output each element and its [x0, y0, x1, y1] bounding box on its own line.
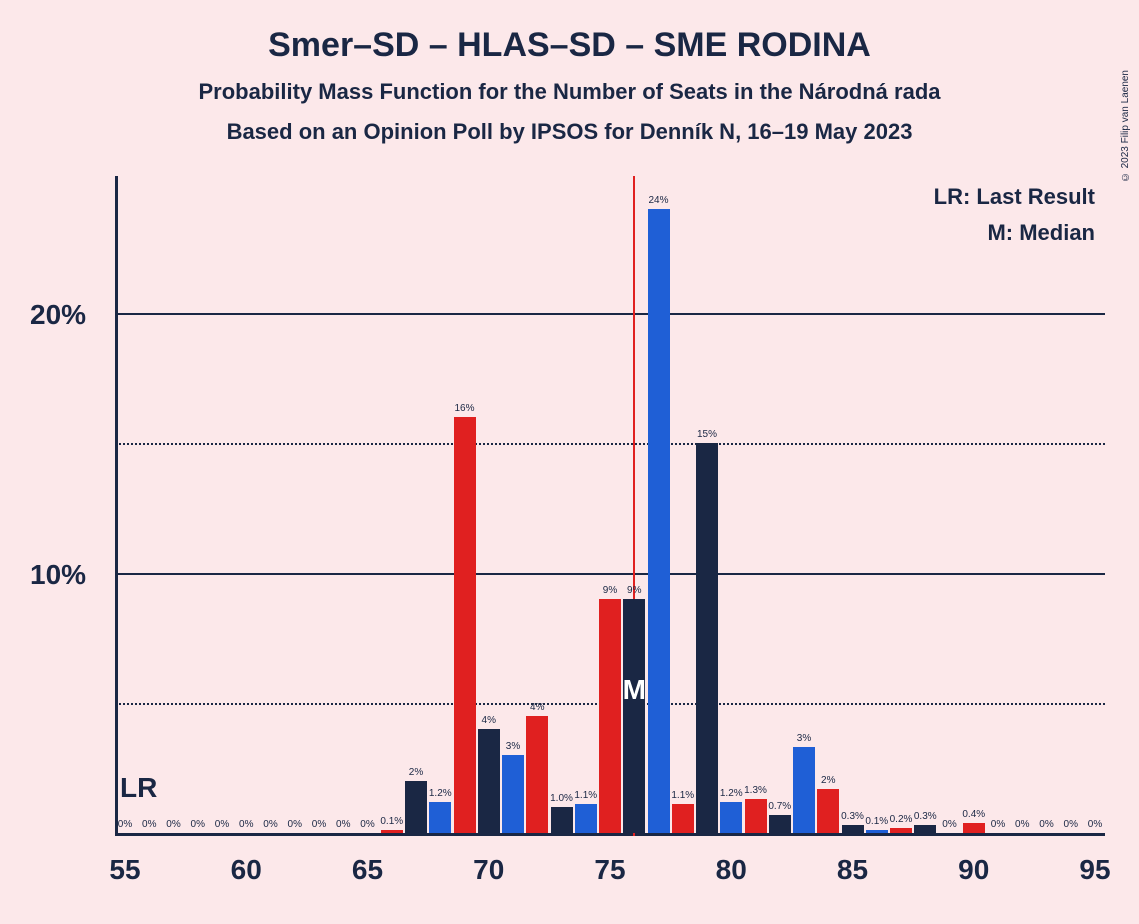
bar [963, 823, 985, 833]
bar [720, 802, 742, 833]
bar [866, 830, 888, 833]
bar [817, 789, 839, 833]
legend-lr: LR: Last Result [934, 184, 1095, 210]
bar-value-label: 0% [336, 819, 350, 830]
bar-value-label: 1.2% [429, 788, 452, 799]
x-axis [115, 833, 1105, 836]
bar-value-label: 15% [697, 429, 717, 440]
gridline [115, 573, 1105, 575]
bar [890, 828, 912, 833]
bar [793, 747, 815, 833]
x-tick-label: 85 [837, 854, 868, 886]
bar [429, 802, 451, 833]
bar-value-label: 3% [506, 741, 520, 752]
bar [454, 417, 476, 833]
bar [575, 804, 597, 833]
plot-area: LR: Last Result M: Median 10%20%55606570… [115, 176, 1105, 836]
x-tick-label: 55 [109, 854, 140, 886]
x-tick-label: 75 [594, 854, 625, 886]
bar-value-label: 3% [797, 733, 811, 744]
bar-value-label: 0% [191, 819, 205, 830]
x-tick-label: 65 [352, 854, 383, 886]
bar [526, 716, 548, 833]
bar-value-label: 16% [454, 403, 474, 414]
x-tick-label: 95 [1079, 854, 1110, 886]
bar [381, 830, 403, 833]
bar-value-label: 0.2% [890, 814, 913, 825]
bar-value-label: 4% [530, 702, 544, 713]
pmf-chart: LR: Last Result M: Median 10%20%55606570… [115, 176, 1105, 836]
x-tick-label: 80 [716, 854, 747, 886]
bar-value-label: 1.1% [574, 790, 597, 801]
chart-title: Smer–SD – HLAS–SD – SME RODINA [0, 0, 1139, 65]
bar-value-label: 0.4% [962, 809, 985, 820]
bar-value-label: 1.1% [671, 790, 694, 801]
bar-value-label: 0% [942, 819, 956, 830]
credit-text: © 2023 Filip van Laenen [1120, 70, 1131, 182]
bar [842, 825, 864, 833]
bar-value-label: 0% [1088, 819, 1102, 830]
bar-value-label: 0.3% [841, 811, 864, 822]
bar-value-label: 0.3% [914, 811, 937, 822]
bar [648, 209, 670, 833]
x-tick-label: 70 [473, 854, 504, 886]
bar-value-label: 0% [360, 819, 374, 830]
bar-value-label: 0% [1064, 819, 1078, 830]
bar-value-label: 0.1% [865, 816, 888, 827]
bar-value-label: 0.7% [768, 801, 791, 812]
bar-value-label: 2% [409, 767, 423, 778]
gridline [115, 313, 1105, 315]
median-marker: M [623, 674, 646, 706]
bar-value-label: 0% [991, 819, 1005, 830]
bar-value-label: 0% [263, 819, 277, 830]
x-tick-label: 60 [231, 854, 262, 886]
legend: LR: Last Result M: Median [934, 184, 1095, 256]
gridline-minor [115, 443, 1105, 445]
bar-value-label: 1.0% [550, 793, 573, 804]
bar-value-label: 0% [215, 819, 229, 830]
chart-subtitle-1: Probability Mass Function for the Number… [0, 79, 1139, 105]
bar [745, 799, 767, 833]
bar [405, 781, 427, 833]
bar-value-label: 1.2% [720, 788, 743, 799]
y-tick-label: 20% [30, 299, 86, 331]
bar-value-label: 4% [482, 715, 496, 726]
bar [551, 807, 573, 833]
bar-value-label: 9% [627, 585, 641, 596]
x-tick-label: 90 [958, 854, 989, 886]
bar [672, 804, 694, 833]
bar-value-label: 0% [142, 819, 156, 830]
bar [623, 599, 645, 833]
bar-value-label: 0% [288, 819, 302, 830]
bar-value-label: 0% [166, 819, 180, 830]
bar [502, 755, 524, 833]
bar-value-label: 0% [1039, 819, 1053, 830]
bar-value-label: 1.3% [744, 785, 767, 796]
bar-value-label: 24% [648, 195, 668, 206]
bar [478, 729, 500, 833]
legend-m: M: Median [934, 220, 1095, 246]
bar-value-label: 0% [1015, 819, 1029, 830]
bar-value-label: 2% [821, 775, 835, 786]
chart-subtitle-2: Based on an Opinion Poll by IPSOS for De… [0, 119, 1139, 145]
lr-marker: LR [120, 772, 157, 804]
bar-value-label: 0% [239, 819, 253, 830]
y-axis [115, 176, 118, 836]
y-tick-label: 10% [30, 559, 86, 591]
bar [599, 599, 621, 833]
bar-value-label: 9% [603, 585, 617, 596]
bar [696, 443, 718, 833]
bar-value-label: 0.1% [380, 816, 403, 827]
bar [769, 815, 791, 833]
bar [914, 825, 936, 833]
bar-value-label: 0% [118, 819, 132, 830]
bar-value-label: 0% [312, 819, 326, 830]
